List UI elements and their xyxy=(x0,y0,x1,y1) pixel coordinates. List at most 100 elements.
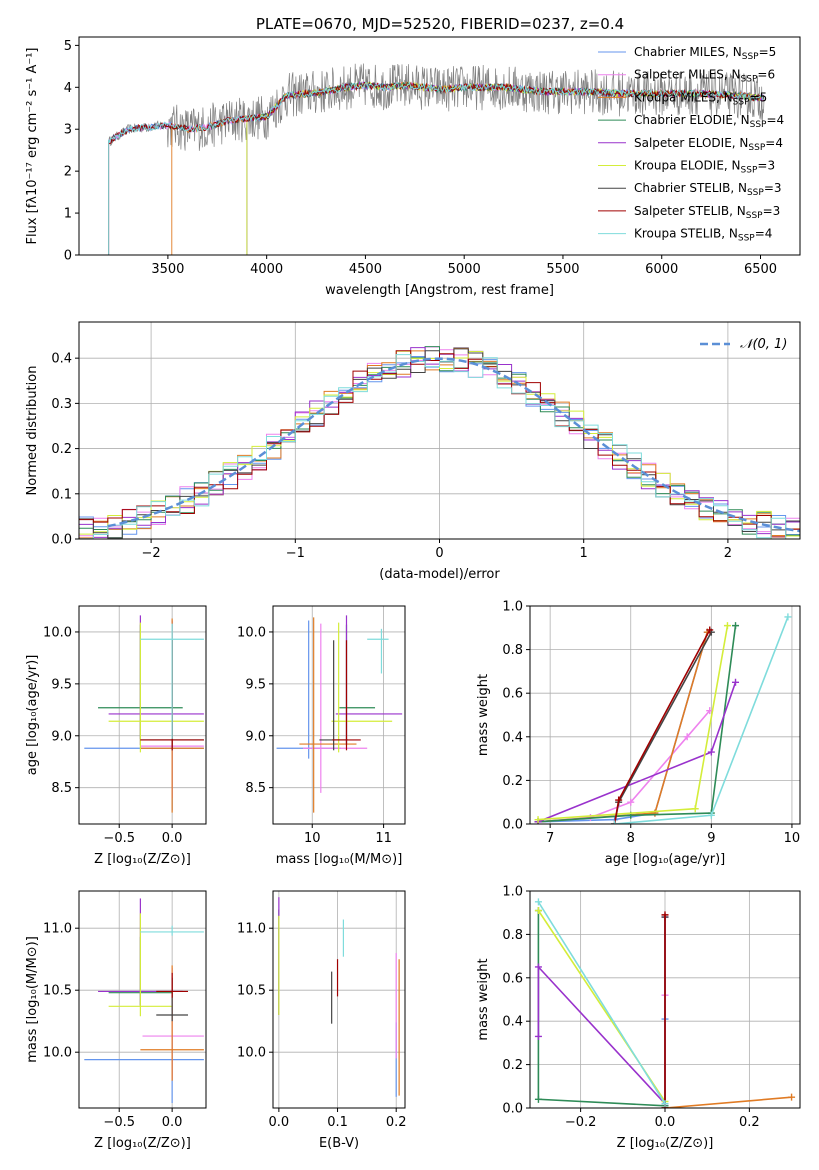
weight_vs_age-ytick-label-3: 0.6 xyxy=(502,687,523,702)
age_vs_Z-ylabel: age [log₁₀(age/yr)] xyxy=(25,655,40,776)
spectrum-xtick-label-0: 3500 xyxy=(151,262,184,277)
weight_vs_Z-xtick-label-0: −0.2 xyxy=(565,1115,597,1130)
spectrum-legend-sub-2: SSP xyxy=(733,97,750,107)
spectrum-legend-label-3: Chabrier ELODIE, NSSP=4 xyxy=(634,113,784,130)
mass_vs_ebv-xtick-label-0: 0.0 xyxy=(269,1115,290,1130)
weight_vs_Z-marker-salpeter_stelib-1 xyxy=(661,911,669,919)
spectrum-legend-tail-7: =3 xyxy=(763,204,781,218)
residual-histogram-kroupa_stelib xyxy=(79,354,800,539)
residual-histogram-salpeter_stelib xyxy=(79,350,800,539)
mass_vs_Z-ylabel: mass [log₁₀(M/M⊙)] xyxy=(25,936,40,1063)
weight_vs_Z-ytick-label-1: 0.2 xyxy=(502,1058,523,1073)
residuals-ytick-label-0: 0.0 xyxy=(51,533,72,548)
spectrum-legend-label-4: Salpeter ELODIE, NSSP=4 xyxy=(634,136,783,153)
spectrum-plot-area xyxy=(108,63,765,255)
spectrum-legend-sub-6: SSP xyxy=(747,188,764,198)
weight_vs_age-marker-salpeter_miles-2 xyxy=(627,798,635,806)
age_vs_mass-xlabel: mass [log₁₀(M/M⊙)] xyxy=(276,852,403,867)
weight_vs_age-line-salpeter_miles xyxy=(538,710,711,823)
spectrum-legend-label-5: Kroupa ELODIE, NSSP=3 xyxy=(634,159,775,176)
weight_vs_Z-marker-kroupa_elodie-0 xyxy=(534,907,542,915)
weight_vs_Z-plot-area xyxy=(534,898,796,1108)
weight_vs_age-frame xyxy=(529,605,801,825)
spectrum-ytick-label-2: 2 xyxy=(64,165,72,180)
weight_vs_age-marker-salpeter_stelib-2 xyxy=(706,626,714,634)
spectrum-legend-tail-4: =4 xyxy=(765,136,783,150)
spectrum-ylabel: Flux [fλ10⁻¹⁷ erg cm⁻² s⁻¹ A⁻¹] xyxy=(25,48,40,245)
weight_vs_Z-ytick-label-5: 1.0 xyxy=(502,885,523,900)
spectrum-legend-tail-8: =4 xyxy=(755,227,773,241)
age_vs_mass-frame xyxy=(272,605,406,825)
weight_vs_age-marker-kroupa_stelib-1 xyxy=(707,811,715,819)
weight_vs_age-plot-area xyxy=(534,613,792,824)
spectrum-ytick-label-0: 0 xyxy=(64,249,72,264)
spectrum-frame xyxy=(78,36,801,256)
age_vs_mass-ytick-label-2: 9.5 xyxy=(245,677,266,692)
weight_vs_Z-marker-kroupa_miles-1 xyxy=(788,1093,796,1101)
weight_vs_age-marker-chabrier_elodie-3 xyxy=(732,622,740,630)
residuals-plot-area xyxy=(79,346,800,539)
age_vs_Z-ytick-label-0: 8.5 xyxy=(51,781,72,796)
mass_vs_ebv-ytick-label-0: 10.0 xyxy=(237,1046,266,1061)
spectrum-xtick-label-6: 6500 xyxy=(744,262,777,277)
age_vs_mass-plot-area xyxy=(276,615,403,813)
spectrum-xtick-label-5: 6000 xyxy=(645,262,678,277)
mass_vs_ebv-xlabel: E(B-V) xyxy=(319,1136,359,1151)
spectrum-legend-sub-5: SSP xyxy=(741,166,758,176)
spectrum-legend-tail-2: =5 xyxy=(750,90,768,104)
residual-gaussian-curve xyxy=(107,357,800,533)
weight_vs_Z-marker-salpeter_elodie-1 xyxy=(534,963,542,971)
weight_vs_Z-marker-kroupa_stelib-1 xyxy=(661,1100,669,1108)
spectrum-legend-sub-3: SSP xyxy=(750,120,767,130)
weight_vs_age-marker-salpeter_elodie-2 xyxy=(732,678,740,686)
spectrum-legend-tail-5: =3 xyxy=(757,159,775,173)
spectrum-legend-tail-3: =4 xyxy=(766,113,784,127)
mass_vs_ebv-xtick-label-2: 0.2 xyxy=(386,1115,407,1130)
mass_vs_Z-frame xyxy=(78,890,207,1109)
mass_vs_ebv-plot-area xyxy=(278,897,400,1097)
spectrum-model-line-kroupa_stelib xyxy=(108,81,765,255)
weight_vs_Z-ytick-label-0: 0.0 xyxy=(502,1102,523,1117)
mass_vs_ebv-ytick-label-1: 10.5 xyxy=(237,984,266,999)
weight_vs_Z-ytick-label-4: 0.8 xyxy=(502,928,523,943)
residuals-xtick-label-2: 0 xyxy=(435,546,443,561)
weight_vs_age-ylabel: mass weight xyxy=(476,674,491,756)
weight_vs_age-xtick-label-1: 8 xyxy=(627,831,635,846)
weight_vs_age-ytick-label-5: 1.0 xyxy=(502,600,523,615)
weight_vs_Z-xtick-label-1: 0.0 xyxy=(655,1115,676,1130)
residuals-ytick-label-1: 0.1 xyxy=(51,487,72,502)
weight_vs_age-xtick-label-0: 7 xyxy=(546,831,554,846)
weight_vs_Z-ytick-label-3: 0.6 xyxy=(502,971,523,986)
weight_vs_age-marker-salpeter_stelib-1 xyxy=(615,796,623,804)
weight_vs_age-marker-kroupa_stelib-2 xyxy=(784,613,792,621)
age_vs_mass-ytick-label-3: 10.0 xyxy=(237,625,266,640)
spectrum-legend-sub-4: SSP xyxy=(748,143,765,153)
weight_vs_Z-marker-chabrier_elodie-1 xyxy=(534,1095,542,1103)
age_vs_Z-ytick-label-1: 9.0 xyxy=(51,729,72,744)
spectrum-legend-tail-1: =6 xyxy=(757,68,775,82)
mass_vs_ebv-ytick-label-2: 11.0 xyxy=(237,922,266,937)
weight_vs_age-line-chabrier_elodie xyxy=(538,625,737,823)
spectrum-xtick-label-1: 4000 xyxy=(250,262,283,277)
residuals-xtick-label-1: −1 xyxy=(286,546,305,561)
mass_vs_Z-xtick-label-1: 0.0 xyxy=(162,1115,183,1130)
spectrum-legend-tail-0: =5 xyxy=(759,45,777,59)
spectrum-xtick-label-3: 5000 xyxy=(448,262,481,277)
residuals-xtick-label-4: 2 xyxy=(724,546,732,561)
mass_vs_Z-ytick-label-0: 10.0 xyxy=(43,1046,72,1061)
residuals-xtick-label-0: −2 xyxy=(142,546,161,561)
spectrum-ytick-label-5: 5 xyxy=(64,39,72,54)
residuals-xlabel: (data-model)/error xyxy=(379,567,500,582)
mass_vs_ebv-frame xyxy=(272,890,406,1109)
residual-legend-label: 𝒩(0, 1) xyxy=(740,337,787,352)
mass_vs_Z-plot-area xyxy=(84,898,204,1104)
weight_vs_Z-xlabel: Z [log₁₀(Z/Z⊙)] xyxy=(617,1136,714,1151)
weight_vs_age-marker-kroupa_elodie-1 xyxy=(691,805,699,813)
spectrum-ytick-label-4: 4 xyxy=(64,81,72,96)
spectrum-ytick-label-1: 1 xyxy=(64,207,72,222)
weight_vs_age-marker-kroupa_stelib-0 xyxy=(611,820,619,824)
spectrum-legend-sub-7: SSP xyxy=(746,211,763,221)
weight_vs_age-marker-kroupa_elodie-0 xyxy=(534,816,542,824)
